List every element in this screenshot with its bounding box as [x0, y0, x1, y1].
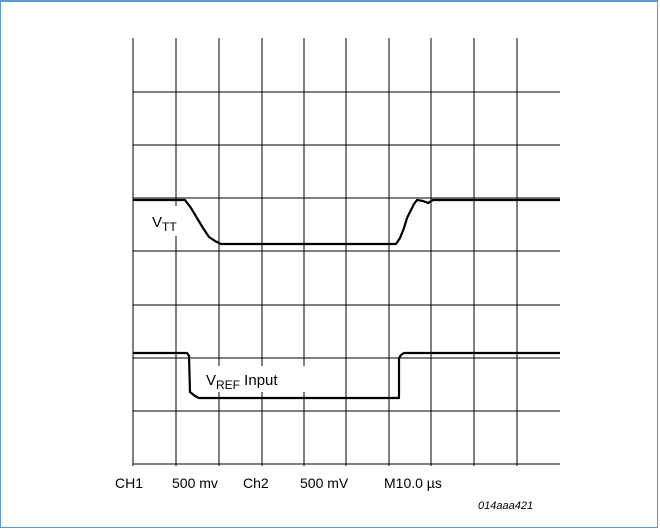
- scope-grid: [132, 38, 560, 466]
- vtt-label-mask: [149, 206, 187, 236]
- axis-label-ch2-scale: 500 mV: [300, 475, 349, 491]
- vtt-trace: [133, 198, 560, 246]
- axis-label-ch1: CH1: [115, 475, 143, 491]
- vtt-label: VTT: [152, 214, 177, 234]
- vref-input-label: VREF Input: [206, 372, 278, 392]
- vref-label-mask: [203, 366, 311, 392]
- vref-input-trace: [133, 351, 560, 400]
- figure-id: 014aaa421: [478, 500, 533, 512]
- axis-label-ch1-scale: 500 mv: [172, 475, 218, 491]
- axis-label-ch2: Ch2: [243, 475, 269, 491]
- axis-label-timebase: M10.0 µs: [384, 475, 442, 491]
